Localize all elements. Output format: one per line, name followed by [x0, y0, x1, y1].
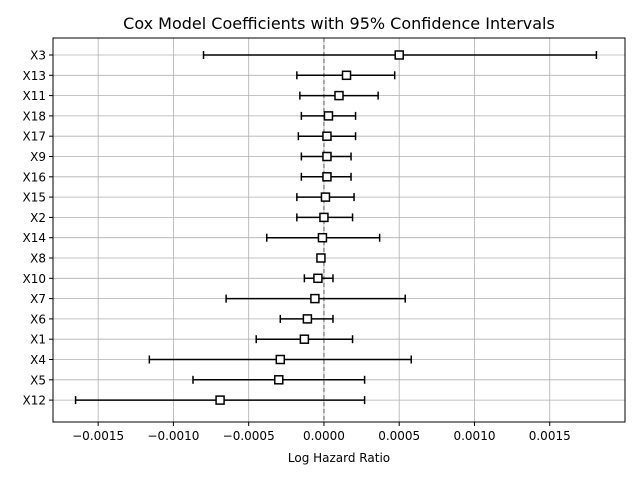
y-tick-label: X5 [30, 373, 46, 387]
coef-marker-x4 [275, 354, 286, 365]
coef-marker-x11 [334, 90, 344, 101]
x-tick-label: 0.0015 [529, 429, 571, 443]
y-tick-label: X11 [23, 89, 47, 103]
y-tick-label: X16 [23, 170, 47, 184]
y-tick-label: X2 [30, 211, 46, 225]
coef-marker-x15 [320, 192, 331, 202]
coef-marker-x7 [310, 293, 320, 304]
confidence-intervals [74, 51, 598, 405]
coef-marker-x3 [394, 50, 404, 60]
x-tick-label: −0.0005 [223, 429, 275, 443]
x-tick-label: 0.0000 [303, 429, 345, 443]
coef-marker-x9 [322, 151, 332, 162]
y-tick-label: X13 [23, 69, 47, 83]
coef-marker-x12 [215, 395, 225, 405]
y-tick-label: X18 [23, 109, 47, 123]
y-tick-label: X4 [30, 353, 46, 367]
y-tick-label: X3 [30, 49, 46, 63]
x-tick-label: −0.0015 [72, 429, 124, 443]
coef-marker-x18 [323, 111, 334, 121]
coef-marker-x6 [302, 314, 313, 324]
plot-area [52, 37, 626, 423]
y-tick-label: X12 [23, 394, 47, 408]
coefficient-markers [215, 50, 404, 405]
y-tick-label: X14 [23, 231, 47, 245]
coef-marker-x10 [313, 273, 323, 284]
coef-marker-x8 [316, 253, 326, 263]
y-tick-label: X7 [30, 292, 46, 306]
y-tick-label: X9 [30, 150, 46, 164]
coef-marker-x2 [319, 212, 329, 223]
y-tick-label: X17 [23, 130, 47, 144]
y-tick-label: X1 [30, 333, 46, 347]
chart-title: Cox Model Coefficients with 95% Confiden… [123, 14, 555, 33]
y-axis: X3 X13 X11 X18 X17 X9 X16 X15 X2 X14 X8 X10 X7 X6 X1 X4… [23, 49, 53, 408]
y-tick-label: X8 [30, 252, 46, 266]
x-tick-label: −0.0010 [147, 429, 199, 443]
coef-marker-x1 [299, 334, 310, 344]
coef-marker-x16 [322, 172, 332, 182]
coef-marker-x14 [317, 232, 328, 243]
coef-marker-x5 [274, 375, 284, 385]
y-tick-label: X15 [23, 191, 47, 205]
x-axis-label: Log Hazard Ratio [288, 451, 390, 465]
y-tick-label: X6 [30, 312, 46, 326]
x-axis: −0.0015 −0.0010 −0.0005 0.0000 0.0005 0.0010 0… [72, 422, 571, 443]
coef-marker-x13 [341, 70, 352, 81]
y-tick-label: X10 [23, 272, 47, 286]
x-tick-label: 0.0005 [378, 429, 420, 443]
coef-marker-x17 [322, 131, 332, 141]
x-tick-label: 0.0010 [453, 429, 495, 443]
